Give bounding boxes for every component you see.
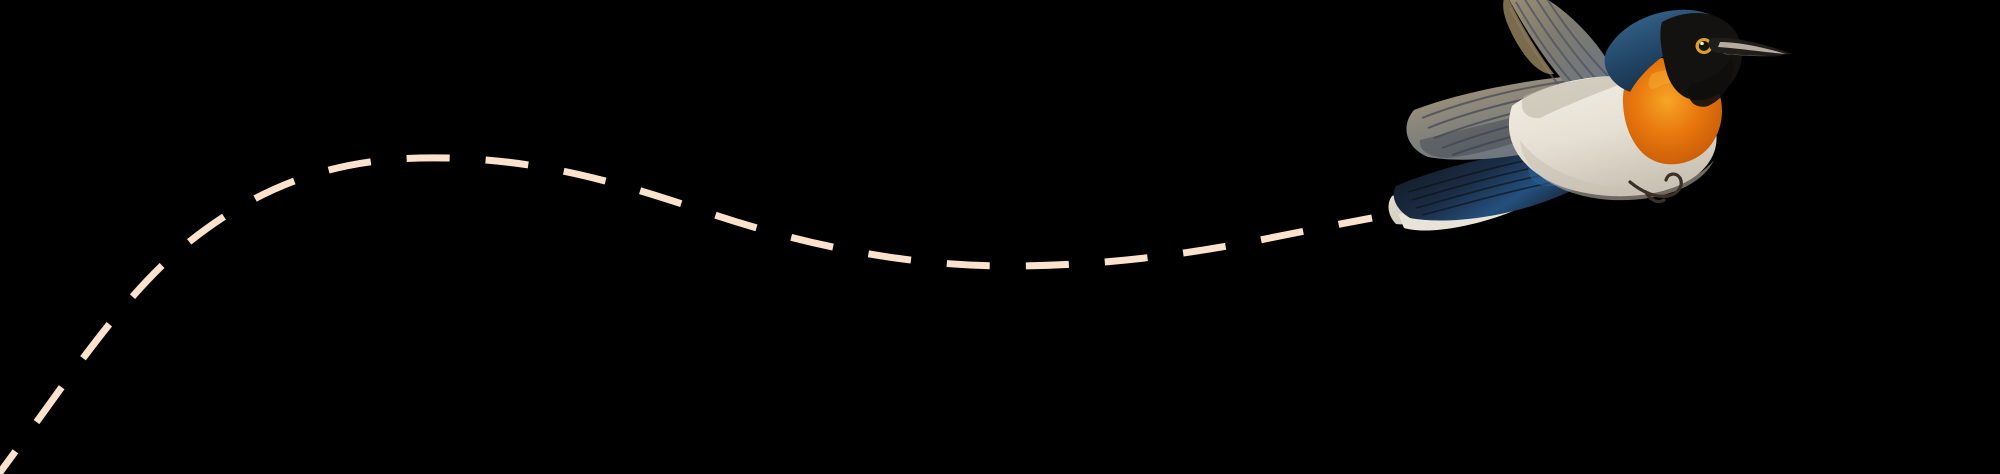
dashed-flight-path [0, 154, 1373, 474]
